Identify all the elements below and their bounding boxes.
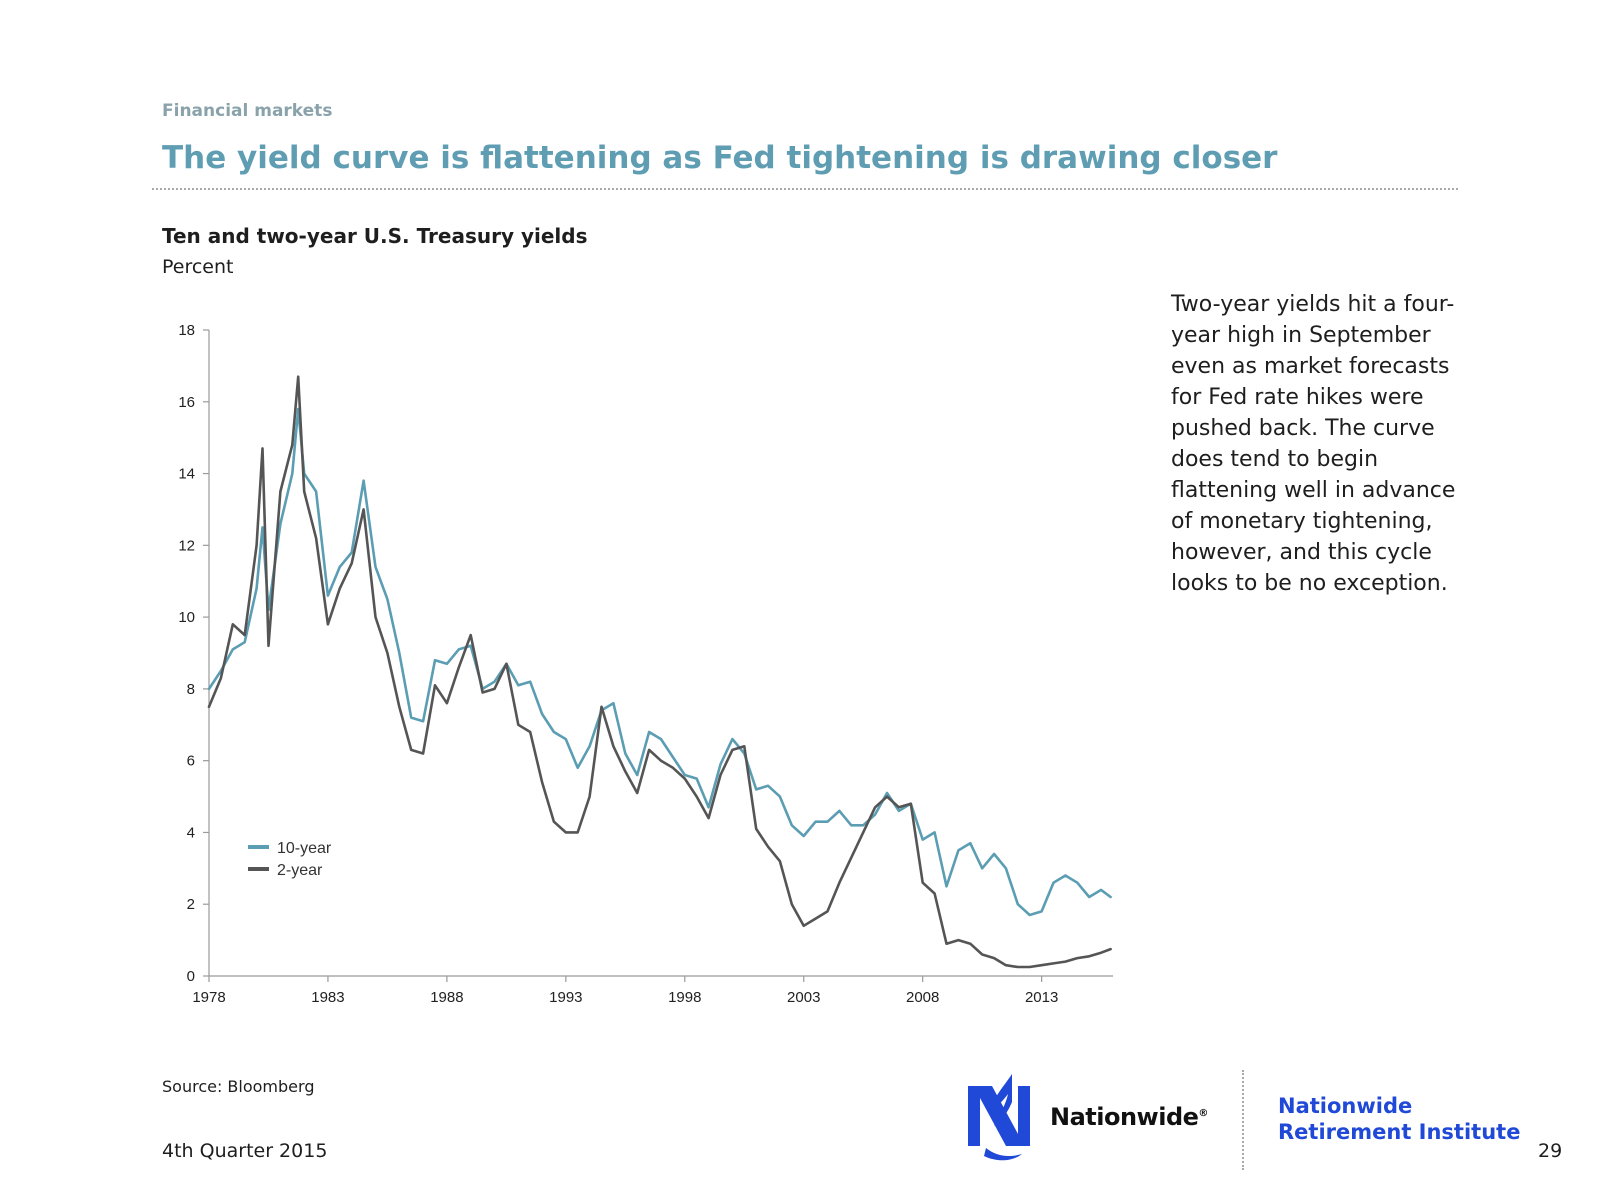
chart-title: Ten and two-year U.S. Treasury yields: [162, 224, 588, 248]
chart-legend: 10-year 2-year: [248, 840, 332, 879]
eagle-logo-icon: [968, 1074, 1030, 1161]
y-tick-label: 8: [187, 681, 195, 698]
legend-label-two-year: 2-year: [277, 862, 323, 879]
chart-unit-label: Percent: [162, 256, 234, 278]
brand-name-text: Nationwide: [1050, 1103, 1199, 1131]
x-tick-label: 2003: [787, 989, 820, 1006]
y-tick-label: 18: [178, 322, 195, 339]
x-tick-label: 2008: [906, 989, 939, 1006]
x-tick-label: 1988: [430, 989, 463, 1006]
x-tick-label: 1978: [192, 989, 225, 1006]
y-tick-label: 2: [187, 896, 195, 913]
x-tick-label: 1993: [549, 989, 582, 1006]
page-number: 29: [1538, 1140, 1563, 1162]
institute-name: Nationwide Retirement Institute: [1278, 1093, 1520, 1145]
chart-axes: 0 2 4 6 8 10 12 14 16 18 1978 1983 1988 1993 1998 2003 2…: [178, 322, 1113, 1006]
y-tick-label: 4: [187, 824, 195, 841]
series-line-two-year: [207, 375, 1112, 969]
chart-series: [207, 375, 1112, 969]
x-tick-label: 1983: [311, 989, 344, 1006]
y-tick-label: 12: [178, 537, 195, 554]
page-title: The yield curve is flattening as Fed tig…: [162, 140, 1278, 176]
title-divider: [152, 188, 1458, 190]
institute-line-2: Retirement Institute: [1278, 1120, 1521, 1144]
registered-mark: ®: [1198, 1108, 1208, 1119]
x-tick-label: 1998: [668, 989, 701, 1006]
x-tick-label: 2013: [1025, 989, 1058, 1006]
institute-line-1: Nationwide: [1278, 1094, 1413, 1118]
y-tick-label: 14: [178, 466, 195, 483]
y-tick-label: 0: [187, 968, 195, 985]
y-tick-label: 6: [187, 753, 195, 770]
section-label: Financial markets: [162, 101, 333, 121]
legend-label-ten-year: 10-year: [277, 840, 332, 857]
series-line-ten-year: [207, 407, 1112, 917]
quarter-label: 4th Quarter 2015: [162, 1140, 328, 1162]
y-tick-label: 16: [178, 394, 195, 411]
source-note: Source: Bloomberg: [162, 1077, 315, 1096]
footer-divider: [1242, 1070, 1244, 1170]
commentary-text: Two-year yields hit a four-year high in …: [1171, 292, 1456, 596]
brand-name: Nationwide®: [1050, 1103, 1208, 1131]
y-tick-label: 10: [178, 609, 195, 626]
